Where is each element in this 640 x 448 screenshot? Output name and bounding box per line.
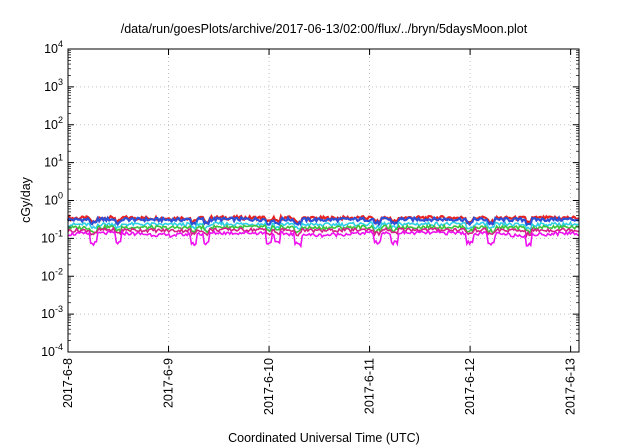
y-tick-label: 104 <box>44 39 63 56</box>
x-tick-label: 2017-6-10 <box>262 358 276 415</box>
x-tick-label: 2017-6-11 <box>363 358 377 414</box>
grid <box>67 49 579 352</box>
x-tick-label: 2017-6-12 <box>463 358 477 415</box>
x-tick-label: 2017-6-13 <box>564 358 578 415</box>
y-tick-label: 103 <box>44 77 63 94</box>
y-tick-label: 100 <box>44 191 63 208</box>
chart-title: /data/run/goesPlots/archive/2017-06-13/0… <box>121 22 528 36</box>
series-line <box>67 220 580 232</box>
series-line <box>67 226 580 239</box>
y-tick-label: 10-4 <box>41 342 63 359</box>
y-axis: 104 103 102 101 100 10-1 10-2 10-3 10-4 <box>41 39 579 359</box>
y-axis-label: cGy/day <box>19 176 33 223</box>
y-tick-label: 101 <box>44 153 63 170</box>
x-axis: 2017-6-8 2017-6-9 2017-6-10 2017-6-11 2017-6… <box>61 49 578 415</box>
x-axis-label: Coordinated Universal Time (UTC) <box>228 431 420 445</box>
x-tick-label: 2017-6-8 <box>61 358 75 408</box>
x-tick-label: 2017-6-9 <box>162 358 176 408</box>
series-line <box>67 229 580 249</box>
y-tick-label: 10-3 <box>41 304 63 321</box>
y-tick-label: 102 <box>44 115 63 132</box>
y-tick-label: 10-1 <box>41 228 63 245</box>
series-line <box>67 215 580 227</box>
series-group <box>66 213 580 249</box>
y-tick-label: 10-2 <box>41 266 63 283</box>
